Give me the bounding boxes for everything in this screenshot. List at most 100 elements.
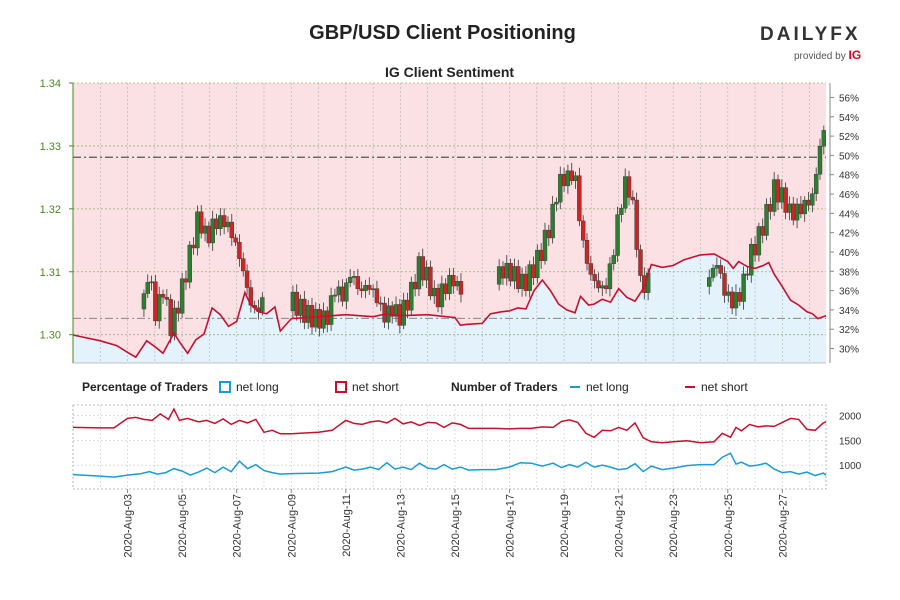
candle-up xyxy=(749,243,754,276)
candle-down xyxy=(168,299,173,336)
date-tick-label: 2020-Aug-17 xyxy=(505,494,517,558)
count-tick-label: 1000 xyxy=(839,461,862,472)
candle-down xyxy=(718,265,723,274)
candle-down xyxy=(382,302,387,323)
legend-count-short-label: net short xyxy=(701,380,748,394)
candle-up xyxy=(145,282,150,294)
candle-up xyxy=(347,276,353,283)
percent-tick-label: 36% xyxy=(839,287,859,298)
candle-up xyxy=(305,305,311,323)
candle-down xyxy=(596,280,601,289)
candle-up xyxy=(623,176,628,209)
date-tick-label: 2020-Aug-21 xyxy=(614,494,626,558)
candle-down xyxy=(340,286,345,302)
candle-up xyxy=(298,298,303,316)
candle-up xyxy=(607,263,613,290)
candle-down xyxy=(737,292,742,302)
candle-down xyxy=(561,174,567,187)
candle-down xyxy=(206,225,212,244)
candle-down xyxy=(309,305,315,328)
candle-up xyxy=(550,203,555,239)
candle-down xyxy=(191,244,196,249)
candle-down xyxy=(355,276,361,289)
candle-down xyxy=(523,273,529,291)
candle-up xyxy=(370,288,376,291)
candle-down xyxy=(237,241,242,259)
candle-up xyxy=(611,255,616,264)
candle-down xyxy=(531,264,536,278)
count-tick-label: 1500 xyxy=(839,436,862,447)
candle-down xyxy=(584,240,590,264)
legend-long-swatch xyxy=(219,381,231,393)
candle-up xyxy=(321,310,326,329)
percent-tick-label: 50% xyxy=(839,151,859,162)
candle-up xyxy=(416,256,422,290)
candle-down xyxy=(729,291,735,309)
logo-brand: DAILYFX xyxy=(760,24,861,45)
percent-tick-label: 46% xyxy=(839,190,859,201)
candle-down xyxy=(638,249,643,276)
date-tick-label: 2020-Aug-23 xyxy=(668,494,680,558)
percent-tick-label: 44% xyxy=(839,209,859,220)
candle-down xyxy=(745,273,750,276)
candle-up xyxy=(714,265,720,269)
candle-up xyxy=(432,287,437,297)
candle-up xyxy=(313,309,319,328)
candle-up xyxy=(336,286,341,296)
candle-down xyxy=(634,199,639,250)
candle-down xyxy=(516,266,521,289)
ig-logo: IG xyxy=(848,48,862,62)
candle-up xyxy=(157,294,162,322)
legend-percentage-title: Percentage of Traders xyxy=(82,380,208,394)
percent-tick-label: 34% xyxy=(839,306,859,317)
candle-up xyxy=(779,187,785,203)
candle-down xyxy=(412,281,418,290)
candle-up xyxy=(764,204,769,236)
candle-down xyxy=(588,263,594,275)
candle-up xyxy=(332,294,338,297)
date-tick-label: 2020-Aug-09 xyxy=(286,494,298,558)
percent-tick-label: 52% xyxy=(839,132,859,143)
candle-down xyxy=(546,229,552,239)
percent-tick-label: 38% xyxy=(839,267,859,278)
candle-up xyxy=(512,266,517,282)
date-tick-label: 2020-Aug-19 xyxy=(559,494,571,558)
count-short-line xyxy=(72,407,827,444)
date-tick-label: 2020-Aug-15 xyxy=(450,494,462,558)
percent-tick-label: 40% xyxy=(839,248,859,259)
candle-up xyxy=(741,273,746,302)
candle-down xyxy=(183,278,189,283)
candle-down xyxy=(580,220,586,241)
logo-provided-by: provided by xyxy=(794,51,846,62)
candle-down xyxy=(783,187,788,213)
candle-down xyxy=(752,243,758,256)
candle-down xyxy=(244,270,250,288)
percent-tick-label: 42% xyxy=(839,229,859,240)
candle-down xyxy=(325,310,330,325)
candle-down xyxy=(500,266,506,279)
legend-short-swatch xyxy=(335,381,347,393)
net-long-area xyxy=(73,253,826,363)
count-tick-label: 2000 xyxy=(839,411,862,422)
lower-frame xyxy=(72,404,827,490)
candle-down xyxy=(592,274,597,281)
candle-down xyxy=(241,258,246,272)
date-tick-label: 2020-Aug-27 xyxy=(777,494,789,558)
count-long-line xyxy=(72,452,827,478)
candle-down xyxy=(603,285,609,290)
candle-up xyxy=(619,207,624,215)
candle-down xyxy=(153,281,158,322)
candle-up xyxy=(810,193,815,206)
candle-up xyxy=(149,281,154,284)
candle-down xyxy=(302,298,307,323)
candle-up xyxy=(794,203,800,221)
date-tick-label: 2020-Aug-25 xyxy=(723,494,735,558)
candle-up xyxy=(535,249,540,278)
price-tick-label: 1.32 xyxy=(40,204,61,216)
candle-down xyxy=(199,211,204,234)
candle-up xyxy=(519,273,525,289)
candle-up xyxy=(565,170,571,187)
candle-up xyxy=(202,225,208,234)
candle-up xyxy=(600,285,605,289)
